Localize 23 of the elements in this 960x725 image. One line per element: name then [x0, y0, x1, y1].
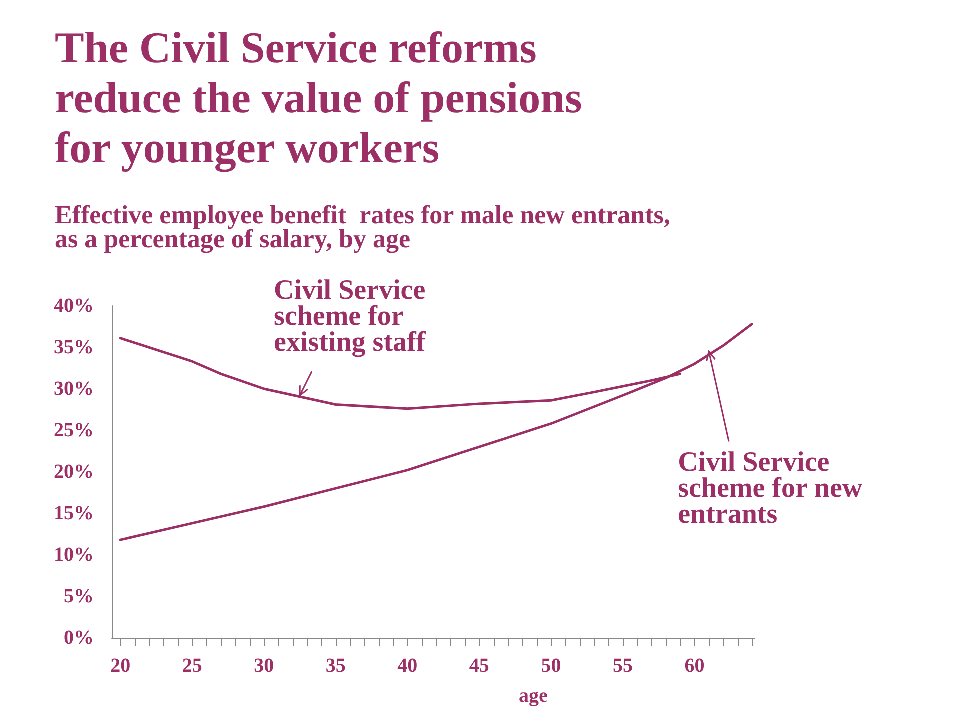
y-tick-label: 40% — [54, 295, 94, 317]
y-tick-label: 35% — [54, 336, 94, 358]
x-axis-title: age — [519, 685, 548, 707]
x-tick-label: 55 — [612, 655, 633, 677]
y-tick-label: 30% — [54, 378, 94, 400]
y-tick-label: 10% — [54, 544, 94, 566]
x-tick-label: 20 — [110, 655, 131, 677]
y-tick-label: 25% — [54, 420, 94, 442]
annotation: Civil Service scheme for existing staff — [274, 275, 426, 358]
x-tick-label: 40 — [398, 655, 418, 677]
x-tick-label: 60 — [684, 655, 705, 677]
x-tick-label: 50 — [541, 655, 562, 677]
y-tick-label: 20% — [54, 461, 94, 483]
x-tick-label: 30 — [254, 655, 274, 677]
y-tick-label: 5% — [64, 586, 94, 608]
x-tick-label: 45 — [469, 655, 490, 677]
chart-subtitle: Effective employee benefit rates for male new entrants, as a percentage of salary, by age — [55, 200, 670, 254]
chart-title: The Civil Service reforms reduce the value of pensions for younger workers — [55, 24, 582, 172]
x-tick-label: 35 — [326, 655, 346, 677]
x-tick-label: 25 — [182, 655, 202, 677]
annotation: Civil Service scheme for new entrants — [678, 447, 864, 530]
y-tick-label: 0% — [64, 627, 94, 649]
y-tick-label: 15% — [54, 502, 94, 524]
